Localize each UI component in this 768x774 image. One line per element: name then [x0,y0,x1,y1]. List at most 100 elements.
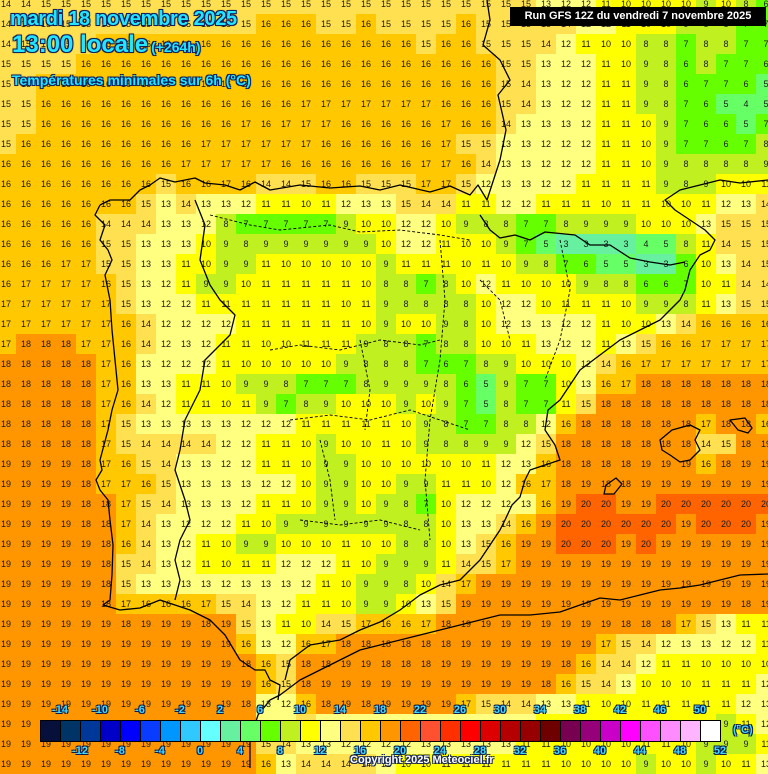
grid-value: 18 [680,439,691,449]
grid-cell [716,134,736,154]
grid-value: 10 [240,359,251,369]
grid-cell [616,154,636,174]
grid-cell [676,134,696,154]
grid-value: 10 [280,259,291,269]
grid-value: 13 [160,199,171,209]
grid-value: 16 [680,339,691,349]
grid-value: 8 [703,59,709,69]
grid-value: 9 [663,179,669,189]
legend-label-top: 42 [613,704,627,716]
grid-cell [76,34,96,54]
grid-value: 10 [680,219,691,229]
grid-value: 18 [400,639,411,649]
grid-value: 14 [160,459,171,469]
grid-value: 16 [280,99,291,109]
grid-value: 12 [160,299,171,309]
grid-value: 17 [60,299,71,309]
grid-cell [556,114,576,134]
grid-value: 10 [600,199,611,209]
grid-value: 20 [580,519,591,529]
grid-value: 16 [460,79,471,89]
grid-value: 19 [480,619,491,629]
grid-value: 18 [0,439,11,449]
grid-value: 17 [440,139,451,149]
grid-value: 12 [420,219,431,229]
grid-value: 8 [363,359,369,369]
grid-value: 13 [160,219,171,229]
grid-value: 16 [20,179,31,189]
grid-value: 7 [303,219,309,229]
grid-value: 10 [380,239,391,249]
grid-value: 14 [600,359,611,369]
grid-value: 19 [200,639,211,649]
grid-value: 16 [80,119,91,129]
grid-value: 10 [360,319,371,329]
grid-value: 13 [200,459,211,469]
grid-value: 10 [260,339,271,349]
grid-value: 15 [120,299,131,309]
grid-value: 9 [323,239,329,249]
grid-cell [636,134,656,154]
grid-value: 14 [100,219,111,229]
grid-value: 16 [80,59,91,69]
grid-value: 7 [423,499,429,509]
grid-value: 16 [340,159,351,169]
grid-cell [36,194,56,214]
grid-value: 11 [381,419,391,429]
grid-value: 10 [640,119,651,129]
grid-value: 16 [40,259,51,269]
grid-value: 11 [301,599,311,609]
grid-value: 12 [200,519,211,529]
grid-value: 18 [100,519,111,529]
grid-value: 17 [200,139,211,149]
grid-value: 19 [380,679,391,689]
grid-value: 19 [0,579,11,589]
grid-value: 15 [100,239,111,249]
grid-value: 13 [160,539,171,549]
grid-value: 3 [563,239,569,249]
grid-value: 19 [440,659,451,669]
grid-value: 19 [180,659,191,669]
grid-cell [76,94,96,114]
grid-value: 14 [260,179,271,189]
grid-value: 7 [683,99,689,109]
grid-value: 18 [560,439,571,449]
grid-cell [76,134,96,154]
grid-value: 19 [60,619,71,629]
grid-value: 13 [520,319,531,329]
grid-value: 19 [700,599,711,609]
grid-value: 17 [420,99,431,109]
grid-value: 10 [300,199,311,209]
grid-value: 17 [100,399,111,409]
grid-value: 12 [580,99,591,109]
grid-value: 9 [383,599,389,609]
grid-value: 11 [281,619,291,629]
grid-value: 18 [700,399,711,409]
grid-value: 15 [380,19,391,29]
grid-cell [56,0,76,14]
grid-cell [0,194,16,214]
grid-value: 9 [383,299,389,309]
legend-swatch [141,721,161,741]
grid-value: 11 [721,279,731,289]
grid-value: 19 [540,659,551,669]
grid-value: 14 [760,199,768,209]
grid-value: 11 [321,279,331,289]
grid-value: 10 [640,319,651,329]
grid-value: 16 [360,119,371,129]
grid-value: 8 [483,219,489,229]
grid-value: 10 [420,399,431,409]
grid-value: 8 [243,239,249,249]
grid-value: 19 [400,679,411,689]
grid-value: 16 [300,639,311,649]
grid-cell [576,34,596,54]
grid-value: 14 [540,39,551,49]
grid-value: 9 [243,379,249,389]
grid-value: 19 [80,539,91,549]
grid-value: 16 [20,239,31,249]
grid-value: 19 [700,579,711,589]
grid-value: 16 [380,119,391,129]
legend-label-top: 22 [413,704,427,716]
grid-value: 15 [0,139,11,149]
grid-value: 12 [180,519,191,529]
